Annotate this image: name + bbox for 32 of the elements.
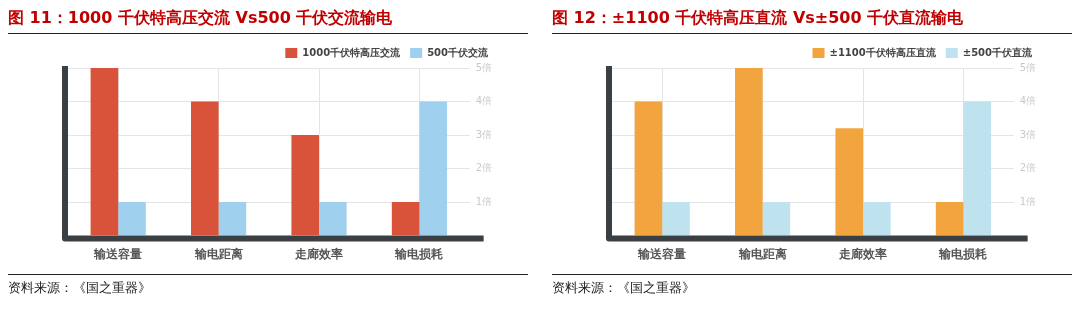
x-tick-label: 输电距离 xyxy=(737,246,787,261)
chart-title: 图 11：1000 千伏特高压交流 Vs500 千伏交流输电 xyxy=(8,8,528,34)
legend-label: 1000千伏特高压交流 xyxy=(302,46,402,58)
x-tick-label: 输电距离 xyxy=(193,246,243,261)
x-tick-label: 输电损耗 xyxy=(938,246,988,261)
bar xyxy=(935,202,964,236)
bar xyxy=(762,202,791,236)
bar xyxy=(191,101,219,236)
bar xyxy=(963,101,992,236)
x-tick-label: 输送容量 xyxy=(637,246,687,261)
legend-label: ±1100千伏特高压直流 xyxy=(829,46,937,58)
bar xyxy=(90,68,119,236)
bar xyxy=(735,68,763,236)
bar xyxy=(319,202,347,236)
bar xyxy=(835,128,864,236)
bar xyxy=(419,101,448,236)
x-tick-label: 输送容量 xyxy=(93,246,143,261)
bar xyxy=(634,101,663,236)
text: 资料来源：《国之重器》 xyxy=(8,279,152,297)
x-tick-label: 走廊效率 xyxy=(838,246,888,261)
bar xyxy=(291,135,320,236)
bar xyxy=(218,202,247,236)
x-tick-label: 输电损耗 xyxy=(394,246,444,261)
legend-label: 500千伏交流 xyxy=(427,46,489,58)
legend-label: ±500千伏直流 xyxy=(962,46,1033,58)
bar xyxy=(118,202,146,236)
bar xyxy=(662,202,690,236)
chart-title: 图 12：±1100 千伏特高压直流 Vs±500 千伏直流输电 xyxy=(552,8,1072,34)
text: 资料来源：《国之重器》 xyxy=(552,279,696,297)
bar xyxy=(863,202,891,236)
x-tick-label: 走廊效率 xyxy=(294,246,344,261)
bar xyxy=(391,202,420,236)
